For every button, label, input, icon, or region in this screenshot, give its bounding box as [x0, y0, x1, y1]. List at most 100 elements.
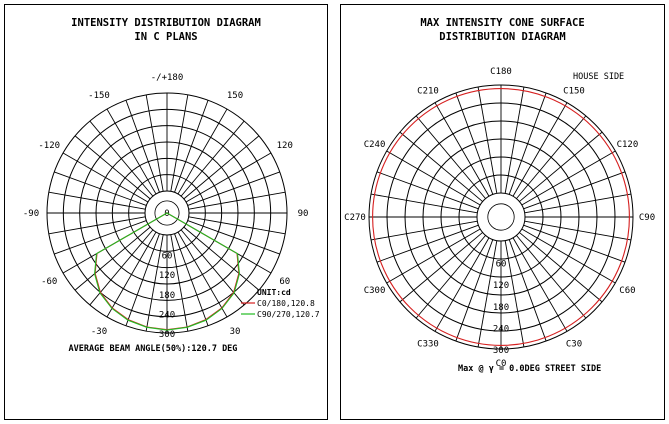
- radial-tick-label: 60: [496, 260, 507, 270]
- max-gamma-street-side-text: Max @ γ = 0.0DEG STREET SIDE: [458, 364, 601, 374]
- grid-spoke: [106, 108, 157, 195]
- c-plane-label: C240: [364, 140, 386, 150]
- grid-spoke: [180, 229, 245, 306]
- radial-tick-label: 300: [159, 330, 175, 340]
- grid-spoke: [62, 152, 149, 203]
- grid-spoke: [187, 171, 280, 206]
- chart-title-line-2: IN C PLANS: [134, 31, 198, 43]
- grid-spoke: [145, 234, 164, 332]
- radial-tick-label: 180: [493, 303, 509, 313]
- average-beam-angle-text: AVERAGE BEAM ANGLE(50%):120.7 DEG: [69, 344, 238, 354]
- c-plane-label: C150: [563, 87, 585, 97]
- grid-spoke: [183, 135, 260, 200]
- grid-spoke: [523, 171, 626, 210]
- grid-ring-inner: [487, 203, 515, 231]
- grid-spoke: [177, 108, 228, 195]
- angle-label: 150: [227, 91, 243, 101]
- grid-spoke: [504, 86, 525, 194]
- grid-spoke: [74, 135, 151, 200]
- grid-spoke: [516, 115, 587, 199]
- grid-spoke: [434, 237, 490, 332]
- c-plane-label: C30: [566, 339, 582, 349]
- grid-spoke: [125, 233, 160, 326]
- angle-label: 90: [298, 209, 309, 219]
- grid-spoke: [524, 193, 632, 214]
- grid-ring: [476, 192, 526, 242]
- grid-spoke: [188, 191, 286, 210]
- polar-chart-intensity: 30 60 90 120 150 -/+180 -150 -120 -90 -60 -30 0 60 12…: [23, 73, 320, 354]
- grid-spoke: [376, 224, 479, 263]
- legend-label: C90/270,120.7: [257, 310, 320, 319]
- grid-spoke: [48, 216, 146, 235]
- grid-spoke: [174, 100, 209, 193]
- angle-label: -60: [41, 277, 57, 287]
- grid-spoke: [370, 220, 478, 241]
- chart-title: INTENSITY DISTRIBUTION DIAGRAM IN C PLAN…: [5, 16, 327, 44]
- grid-spoke: [54, 220, 147, 255]
- grid-spoke: [512, 237, 568, 332]
- grid-spoke: [183, 226, 260, 291]
- chart-title-line-1: MAX INTENSITY CONE SURFACE: [420, 17, 585, 29]
- polar-chart-cone-surface: C0 C30 C60 C90 C120 C150 C180 C210 C240 C270 C300 C…: [344, 67, 655, 374]
- grid-spoke: [504, 240, 525, 348]
- angle-label: -30: [91, 327, 107, 337]
- grid-spoke: [415, 235, 486, 319]
- grid-spoke: [399, 131, 483, 202]
- grid-spoke: [516, 235, 587, 319]
- chart-title: MAX INTENSITY CONE SURFACE DISTRIBUTION …: [341, 16, 664, 44]
- radial-tick-label: 300: [493, 346, 509, 356]
- angle-label: 60: [279, 277, 290, 287]
- grid-spoke: [477, 86, 498, 194]
- unit-label: UNIT:cd: [257, 288, 291, 297]
- c-plane-label: C0: [496, 359, 507, 369]
- c-plane-label: C270: [344, 213, 366, 223]
- house-side-label: HOUSE SIDE: [573, 72, 624, 82]
- grid-spoke: [455, 92, 494, 195]
- grid-spoke: [177, 231, 228, 318]
- grid-ring-inner: [154, 200, 180, 226]
- grid-spoke: [455, 239, 494, 342]
- c-plane-label: C180: [490, 67, 512, 77]
- radial-tick-label: 60: [162, 252, 173, 262]
- grid-spoke: [185, 152, 272, 203]
- grid-spoke: [370, 193, 478, 214]
- grid-spoke: [521, 150, 616, 206]
- c-plane-label: C90: [639, 213, 655, 223]
- grid-spoke: [512, 102, 568, 197]
- grid-spoke: [508, 239, 547, 342]
- max-intensity-cone-curve: [372, 88, 630, 346]
- grid-spoke: [180, 120, 245, 197]
- angle-label: -150: [88, 91, 110, 101]
- grid-spoke: [521, 228, 616, 284]
- angle-label: 120: [277, 141, 293, 151]
- c-plane-label: C330: [417, 339, 439, 349]
- grid-spoke: [523, 224, 626, 263]
- grid-spoke: [170, 94, 189, 192]
- grid-spoke: [376, 171, 479, 210]
- grid-spoke: [54, 171, 147, 206]
- grid-spoke: [519, 232, 603, 303]
- angle-label: 30: [230, 327, 241, 337]
- chart-title-line-2: DISTRIBUTION DIAGRAM: [439, 31, 566, 43]
- intensity-curve-c90-270: [94, 212, 240, 331]
- grid-spoke: [106, 231, 157, 318]
- chart-title-line-1: INTENSITY DISTRIBUTION DIAGRAM: [71, 17, 261, 29]
- angle-label: -90: [23, 209, 39, 219]
- angle-label-zero: 0: [164, 209, 169, 219]
- legend-label: C0/180,120.8: [257, 299, 315, 308]
- grid-spoke: [74, 226, 151, 291]
- grid-spoke: [508, 92, 547, 195]
- grid-spoke: [415, 115, 486, 199]
- radial-tick-label: 180: [159, 291, 175, 301]
- grid-spoke: [89, 229, 154, 306]
- grid-spoke: [170, 234, 189, 332]
- grid-spoke: [434, 102, 490, 197]
- grid-spoke: [145, 94, 164, 192]
- grid-spoke: [174, 233, 209, 326]
- grid-spoke: [399, 232, 483, 303]
- angle-label: -/+180: [151, 73, 184, 83]
- grid-spoke: [386, 150, 481, 206]
- grid-spoke: [188, 216, 286, 235]
- grid-spoke: [524, 220, 632, 241]
- grid-spoke: [519, 131, 603, 202]
